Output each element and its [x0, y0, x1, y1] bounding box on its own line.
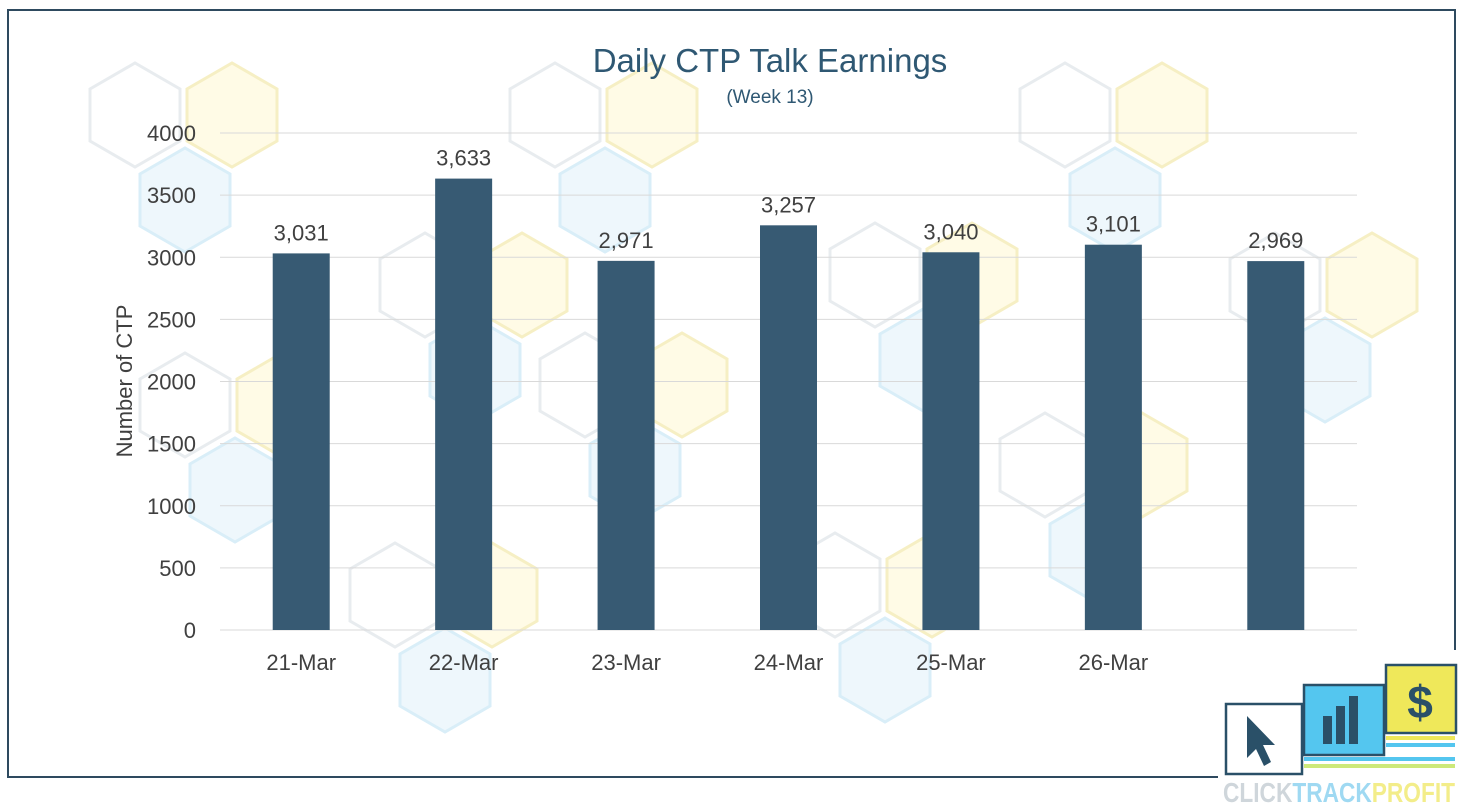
- bar: [1247, 261, 1305, 630]
- watermark-hex: [605, 61, 699, 169]
- x-tick-label: 24-Mar: [754, 650, 824, 675]
- data-labels: 3,031 3,633 2,971 3,257 3,040 3,101 2,969: [274, 146, 1304, 254]
- data-label: 2,969: [1248, 228, 1303, 253]
- bar: [1084, 244, 1142, 630]
- y-tick-label: 4000: [147, 121, 196, 146]
- bar-chart-icon: [1302, 683, 1455, 768]
- chart-subtitle: (Week 13): [726, 87, 813, 108]
- data-label: 3,101: [1086, 212, 1141, 237]
- x-tick-label: 21-Mar: [266, 650, 336, 675]
- watermark-hex: [558, 146, 652, 254]
- data-label: 3,633: [436, 146, 491, 171]
- watermark-hex: [1068, 146, 1162, 254]
- watermark-hex: [1228, 231, 1322, 339]
- watermark-hex: [348, 541, 442, 649]
- data-label: 2,971: [599, 228, 654, 253]
- watermark-hex: [398, 626, 492, 734]
- x-tick-label: 25-Mar: [916, 650, 986, 675]
- y-tick-label: 2500: [147, 307, 196, 332]
- y-tick-label: 3500: [147, 183, 196, 208]
- frame-border: [7, 9, 1456, 778]
- dollar-icon: $: [1384, 663, 1458, 747]
- watermark-hex: [1115, 61, 1209, 169]
- x-tick-label: 23-Mar: [591, 650, 661, 675]
- data-label: 3,031: [274, 220, 329, 245]
- bar: [272, 253, 330, 630]
- watermark-hex: [1325, 231, 1419, 339]
- watermark-hex: [188, 436, 282, 544]
- y-tick-label: 2000: [147, 370, 196, 395]
- y-tick-label: 3000: [147, 245, 196, 270]
- svg-text:$: $: [1407, 676, 1433, 728]
- watermark-hex: [138, 351, 232, 459]
- watermark-hex: [1018, 61, 1112, 169]
- x-tick-label: 22-Mar: [429, 650, 499, 675]
- bar: [435, 178, 493, 631]
- data-label: 3,257: [761, 192, 816, 217]
- y-tick-label: 500: [159, 556, 196, 581]
- bar: [597, 260, 655, 630]
- y-tick-label: 1500: [147, 432, 196, 457]
- y-axis-label: Number of CTP: [112, 305, 137, 458]
- x-tick-label: 26-Mar: [1079, 650, 1149, 675]
- y-tick-label: 1000: [147, 494, 196, 519]
- bars: [272, 178, 1305, 631]
- y-axis-ticks: 0 500 1000 1500 2000 2500 3000 3500 4000: [147, 121, 196, 643]
- chart-title: Daily CTP Talk Earnings: [593, 42, 948, 79]
- watermark-hex: [838, 616, 932, 724]
- bar: [922, 252, 980, 630]
- clicktrackprofit-logo: $ CLICKTRACKPROFIT: [1218, 650, 1462, 808]
- watermark-hex: [88, 61, 182, 169]
- watermark-hex: [828, 221, 922, 329]
- watermark-hex: [185, 61, 279, 169]
- watermark-hex: [998, 411, 1092, 519]
- watermark-hex: [508, 61, 602, 169]
- y-tick-label: 0: [184, 618, 196, 643]
- cursor-icon: [1224, 702, 1304, 776]
- bar: [760, 225, 817, 630]
- watermark-hex: [138, 146, 232, 254]
- logo-wordmark: CLICKTRACKPROFIT: [1223, 777, 1455, 808]
- data-label: 3,040: [923, 219, 978, 244]
